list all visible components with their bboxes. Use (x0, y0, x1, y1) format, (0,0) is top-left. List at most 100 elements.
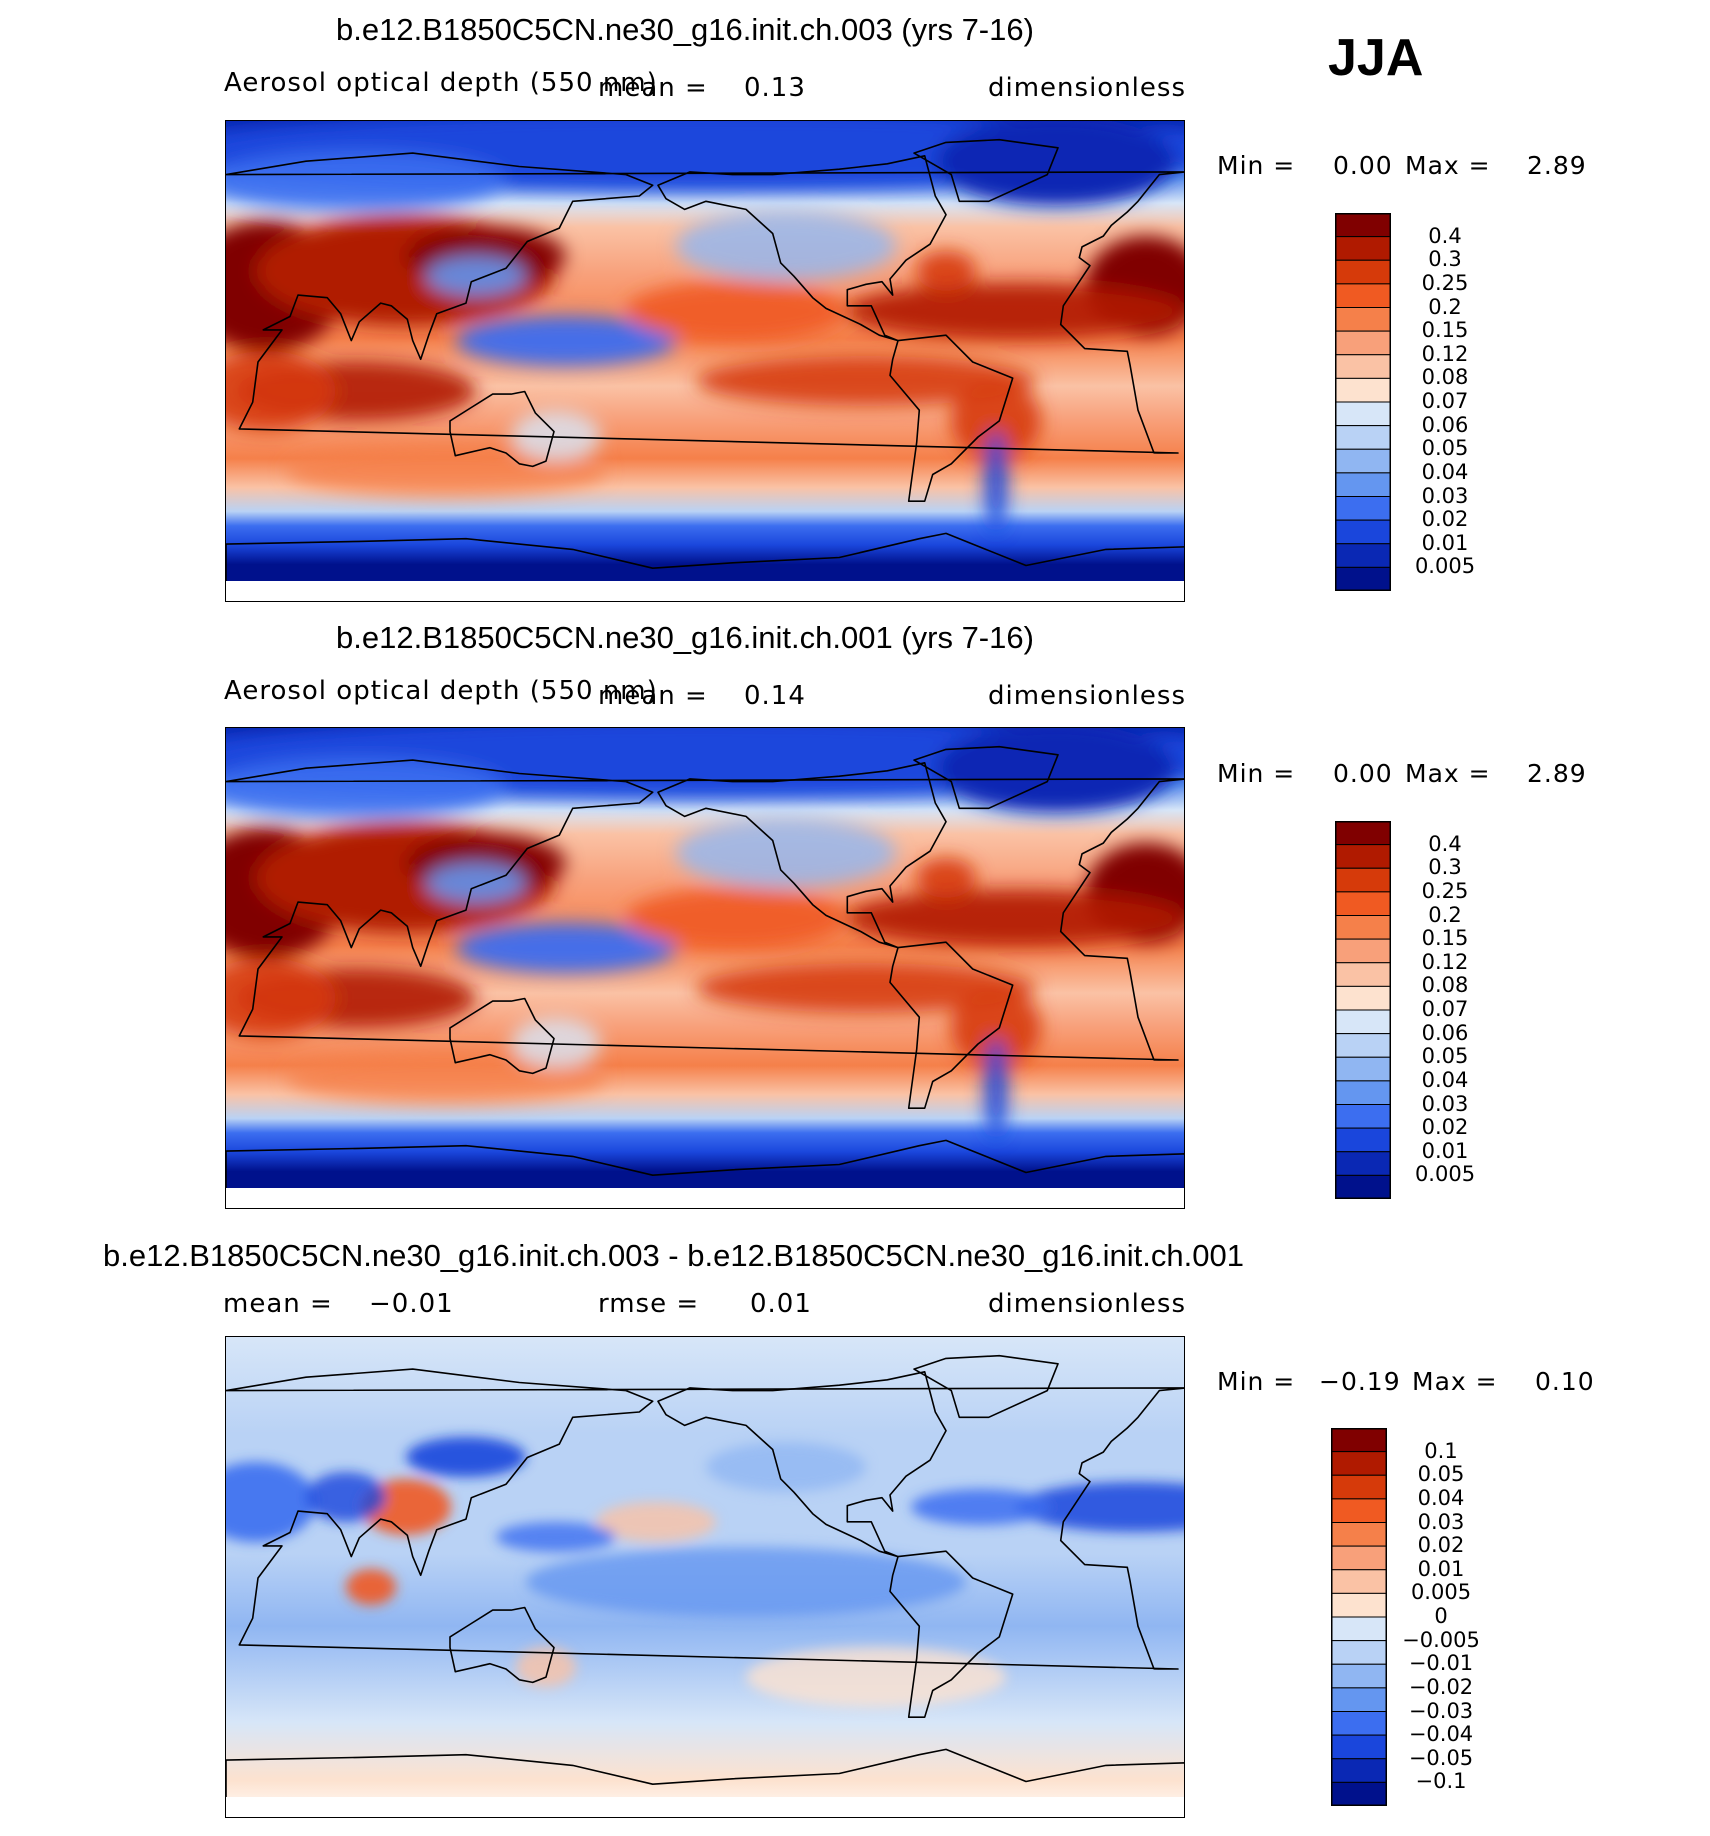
field-contour (526, 1547, 966, 1617)
colorbar-swatch (1334, 354, 1392, 379)
field-contour (511, 411, 601, 461)
colorbar-tick-label: 0.08 (1421, 973, 1469, 998)
panel-3-max-label: Max = (1412, 1367, 1498, 1396)
panel-2-max-value: 2.89 (1527, 759, 1587, 788)
panel-3-mean-label: mean = (223, 1289, 333, 1319)
panel-2-map (225, 727, 1185, 1209)
panel-3-rmse-value: 0.01 (750, 1289, 812, 1319)
panel-1-min-label: Min = (1217, 151, 1296, 180)
panel-1-map (225, 120, 1185, 602)
field-contour (426, 256, 526, 296)
colorbar-swatch (1334, 962, 1392, 987)
colorbar-swatch (1330, 1474, 1388, 1500)
coastline-africaEurasia (226, 1368, 1184, 1670)
colorbar-tick-label: 0.04 (1421, 1067, 1469, 1092)
colorbar-tick-label: 0.02 (1417, 1533, 1465, 1558)
panel-3-min-label: Min = (1217, 1367, 1296, 1396)
colorbar-tick-label: 0.02 (1421, 507, 1469, 532)
panel-1-mean-value: 0.13 (744, 73, 806, 103)
missing-data-strip (226, 581, 1184, 601)
field-contour (226, 758, 506, 818)
field-contour (626, 888, 846, 948)
colorbar-tick-label: 0 (1434, 1604, 1448, 1628)
colorbar-swatch (1334, 448, 1392, 474)
colorbar-swatch (1334, 938, 1392, 964)
panel-1-max-value: 2.89 (1527, 151, 1587, 180)
panel-3-rmse-label: rmse = (598, 1289, 700, 1319)
colorbar-swatch (1330, 1758, 1388, 1783)
colorbar-tick-label: 0.12 (1421, 341, 1469, 366)
field-contour (516, 1647, 576, 1687)
season-label: JJA (1328, 29, 1424, 87)
field-contour (346, 1569, 396, 1605)
missing-data-strip (226, 1188, 1184, 1208)
colorbar-tick-label: 0.07 (1421, 997, 1469, 1021)
colorbar-swatch (1334, 1056, 1392, 1082)
colorbar-swatch (1334, 915, 1392, 940)
field-contour (286, 446, 606, 496)
coastline-africaEurasia (226, 759, 1184, 1061)
colorbar-swatch (1334, 472, 1392, 497)
colorbar-swatch (1334, 1174, 1392, 1200)
colorbar-tick-label: −0.02 (1408, 1674, 1474, 1699)
colorbar-tick-label: 0.005 (1410, 1580, 1472, 1605)
colorbar-tick-label: −0.005 (1402, 1627, 1480, 1652)
colorbar-swatch (1330, 1781, 1388, 1807)
coastline-australia (449, 1606, 555, 1684)
colorbar-tick-label: 0.3 (1428, 247, 1462, 272)
colorbar-swatch (1334, 844, 1392, 869)
coastline-greenland (913, 745, 1059, 810)
field-contour (846, 890, 1184, 946)
colorbar-tick-label: 0.2 (1428, 902, 1462, 927)
colorbar-tick-label: 0.01 (1417, 1556, 1465, 1581)
coastline-antarctica (226, 1139, 1184, 1208)
colorbar-swatch (1330, 1545, 1388, 1571)
colorbar-swatch (1334, 566, 1392, 592)
colorbar-tick-label: 0.25 (1421, 270, 1469, 295)
colorbar-swatch (1330, 1687, 1388, 1712)
colorbar-swatch (1330, 1663, 1388, 1689)
panel-3-min-value: −0.19 (1319, 1367, 1401, 1396)
colorbar-tick-label: 0.03 (1421, 483, 1469, 508)
colorbar-swatch (1330, 1640, 1388, 1665)
field-contour (226, 151, 506, 211)
coastline-antarctica (226, 1748, 1184, 1817)
field-contour (406, 1437, 526, 1477)
colorbar-tick-label: 0.15 (1421, 318, 1469, 343)
field-contour (676, 211, 896, 281)
colorbar-tick-label: −0.04 (1408, 1722, 1474, 1747)
field-contour (226, 351, 336, 431)
missing-data-strip (226, 1797, 1184, 1817)
colorbar-swatch (1334, 985, 1392, 1011)
field-contour (936, 728, 1176, 813)
field-contour (676, 818, 896, 888)
colorbar-swatch (1330, 1711, 1388, 1736)
panel-2-mean-value: 0.14 (744, 681, 806, 711)
colorbar-tick-label: 0.03 (1417, 1509, 1465, 1534)
colorbar-swatch (1334, 891, 1392, 916)
colorbar-swatch (1330, 1522, 1388, 1547)
field-contour (696, 963, 1036, 1013)
panel-2-min-label: Min = (1217, 759, 1296, 788)
panel-2-mean-label: mean = (598, 681, 708, 711)
panel-3-mean-value: −0.01 (369, 1289, 454, 1319)
colorbar-tick-label: −0.01 (1408, 1651, 1474, 1676)
colorbar-tick-label: 0.2 (1428, 294, 1462, 319)
colorbar-swatch (1334, 1080, 1392, 1105)
panel-2-variable: Aerosol optical depth (550 nm) (224, 676, 658, 706)
panel-3-max-value: 0.10 (1535, 1367, 1595, 1396)
field-contour (846, 283, 1184, 339)
field-contour (226, 958, 336, 1038)
coastline-northAmerica (657, 762, 947, 949)
field-contour (456, 316, 676, 366)
coastline-africaEurasia (226, 152, 1184, 454)
colorbar-tick-label: 0.005 (1414, 1162, 1476, 1187)
colorbar-tick-label: 0.3 (1428, 855, 1462, 880)
colorbar-svg (1330, 1427, 1388, 1807)
field-contour (936, 121, 1176, 206)
panel-2-colorbar (1334, 820, 1392, 1200)
colorbar-tick-label: 0.4 (1428, 831, 1462, 856)
colorbar-swatch (1334, 1127, 1392, 1153)
colorbar-tick-label: −0.03 (1408, 1698, 1474, 1723)
colorbar-swatch (1334, 1151, 1392, 1176)
